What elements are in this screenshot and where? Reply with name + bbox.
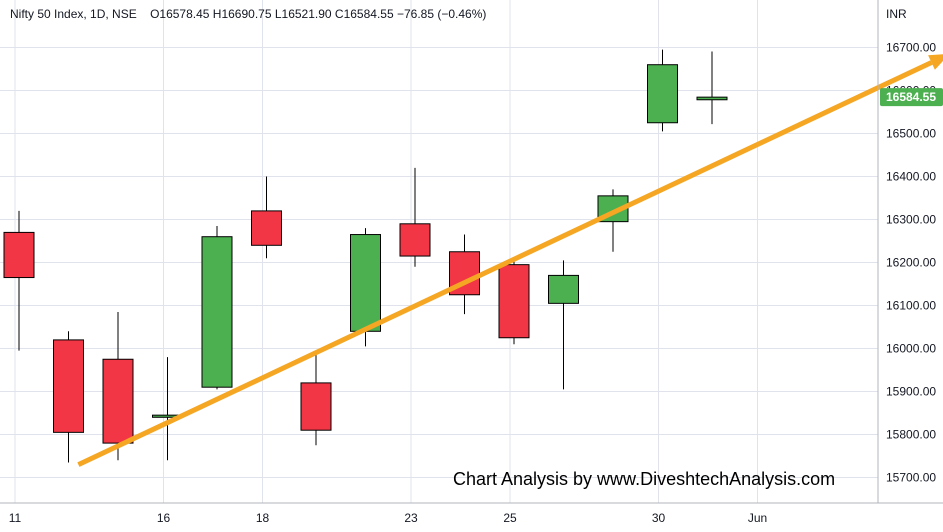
trendline-layer (77, 54, 943, 467)
candle (3, 210, 35, 351)
price-tick-label: 16400.00 (886, 170, 936, 184)
time-tick-label: 18 (256, 511, 270, 525)
time-tick-label: 30 (652, 511, 666, 525)
price-tick-label: 16200.00 (886, 256, 936, 270)
svg-text:Nifty 50 Index, 1D, NSE O1: Nifty 50 Index, 1D, NSE O16578.45 H16690… (10, 7, 486, 21)
currency-label: INR (886, 7, 907, 21)
candle (399, 167, 431, 267)
watermark-text: Chart Analysis by www.DiveshtechAnalysis… (453, 469, 835, 489)
last-price-value: 16584.55 (886, 90, 936, 104)
candle (498, 258, 530, 345)
last-price-tag-bg (880, 88, 943, 107)
candle-body (696, 96, 728, 101)
price-tick-label: 16300.00 (886, 213, 936, 227)
time-axis[interactable]: 11 16 18 23 25 30 Jun (9, 511, 767, 525)
last-price-tag: 16584.55 (880, 88, 943, 107)
trendline[interactable] (77, 60, 933, 467)
candle-body (201, 236, 233, 388)
candle-body (3, 231, 35, 279)
time-tick-label: 23 (404, 511, 418, 525)
candle (300, 354, 332, 446)
time-tick-label: 16 (157, 511, 171, 525)
price-tick-label: 15800.00 (886, 428, 936, 442)
time-tick-label: 11 (9, 511, 22, 525)
candle-body (498, 264, 530, 339)
price-axis[interactable]: 15700.00 15800.00 15900.00 16000.00 16100.00… (886, 41, 936, 485)
candle-body (53, 339, 84, 433)
symbol-title: Nifty 50 Index, 1D, NSE (10, 7, 137, 21)
candle-body (300, 382, 332, 431)
candle-body (102, 358, 134, 444)
candle (53, 331, 84, 463)
candle (548, 260, 579, 390)
price-tick-label: 16700.00 (886, 41, 936, 55)
candle-body (399, 223, 431, 257)
candle (201, 225, 233, 390)
time-tick-label: 25 (503, 511, 517, 525)
candle (102, 311, 134, 461)
ohlc-readout: O16578.45 H16690.75 L16521.90 C16584.55 … (150, 7, 486, 21)
trendline-arrowhead (928, 54, 943, 70)
price-tick-label: 16100.00 (886, 299, 936, 313)
candle (350, 228, 381, 347)
candle (647, 49, 678, 132)
price-tick-label: 15900.00 (886, 385, 936, 399)
candles (3, 49, 728, 463)
price-tick-label: 16500.00 (886, 127, 936, 141)
candle-body (548, 274, 579, 304)
candle (696, 51, 728, 125)
price-tick-label: 16000.00 (886, 342, 936, 356)
price-tick-label: 15700.00 (886, 471, 936, 485)
candle-body (647, 64, 678, 124)
candle-body (251, 210, 282, 246)
time-tick-label: Jun (748, 511, 767, 525)
candle (251, 176, 282, 259)
candle-body (350, 234, 381, 332)
